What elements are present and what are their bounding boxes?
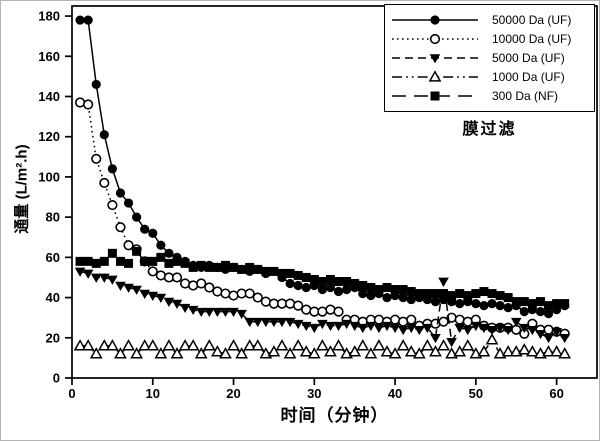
legend-label-1000da-uf: 1000 Da (UF) xyxy=(492,70,565,85)
x-tick-label: 40 xyxy=(388,386,402,401)
y-tick-label: 20 xyxy=(46,330,60,345)
x-tick-label: 20 xyxy=(226,386,240,401)
legend-sample-triangle-up-icon xyxy=(392,70,478,82)
legend-sample-square-filled-icon xyxy=(392,91,478,101)
legend-item-10000da-uf: 10000 Da (UF) xyxy=(390,29,590,48)
y-tick-label: 60 xyxy=(46,250,60,265)
y-axis-title: 通量 (L/m².h) xyxy=(13,144,31,234)
x-axis-title: 时间（分钟） xyxy=(280,406,389,425)
y-tick-label: 120 xyxy=(38,129,60,144)
x-tick-label: 60 xyxy=(549,386,563,401)
y-tick-label: 40 xyxy=(46,290,60,305)
legend-item-50000da-uf: 50000 Da (UF) xyxy=(390,10,590,29)
legend-label-5000da-uf: 5000 Da (UF) xyxy=(492,50,565,65)
plot-border xyxy=(71,5,598,379)
legend-sample-triangle-down-icon xyxy=(392,54,478,64)
legend-item-5000da-uf: 5000 Da (UF) xyxy=(390,48,590,67)
y-tick-label: 160 xyxy=(38,49,60,64)
legend-label-300da-nf: 300 Da (NF) xyxy=(492,89,559,104)
legend-sample-circle-open-icon xyxy=(392,33,478,44)
x-tick-label: 50 xyxy=(469,386,483,401)
y-tick-label: 0 xyxy=(53,371,60,386)
y-tick-label: 180 xyxy=(38,9,60,24)
x-tick-label: 10 xyxy=(146,386,160,401)
series-5000-da-uf- xyxy=(74,267,570,348)
legend-item-1000da-uf: 1000 Da (UF) xyxy=(390,68,590,87)
legend-sample-circle-filled-icon xyxy=(392,14,478,25)
x-tick-label: 0 xyxy=(68,386,75,401)
x-tick-label: 30 xyxy=(307,386,321,401)
legend-label-10000da-uf: 10000 Da (UF) xyxy=(492,31,572,46)
y-tick-label: 140 xyxy=(38,89,60,104)
axis-ticks: 0 10 20 30 40 50 60 0 20 40 60 80 100 120 140 160 180 xyxy=(38,9,564,401)
series-300-da-nf- xyxy=(75,246,570,311)
y-tick-label: 100 xyxy=(38,169,60,184)
legend-label-50000da-uf: 50000 Da (UF) xyxy=(492,12,572,27)
legend: 50000 Da (UF) 10000 Da (UF) 5000 Da (UF)… xyxy=(384,4,595,112)
series-1000-da-uf- xyxy=(73,333,572,359)
legend-item-300da-nf: 300 Da (NF) xyxy=(390,87,590,106)
annotation-membrane-filtration: 膜过滤 xyxy=(462,121,517,138)
y-tick-label: 80 xyxy=(46,210,60,225)
